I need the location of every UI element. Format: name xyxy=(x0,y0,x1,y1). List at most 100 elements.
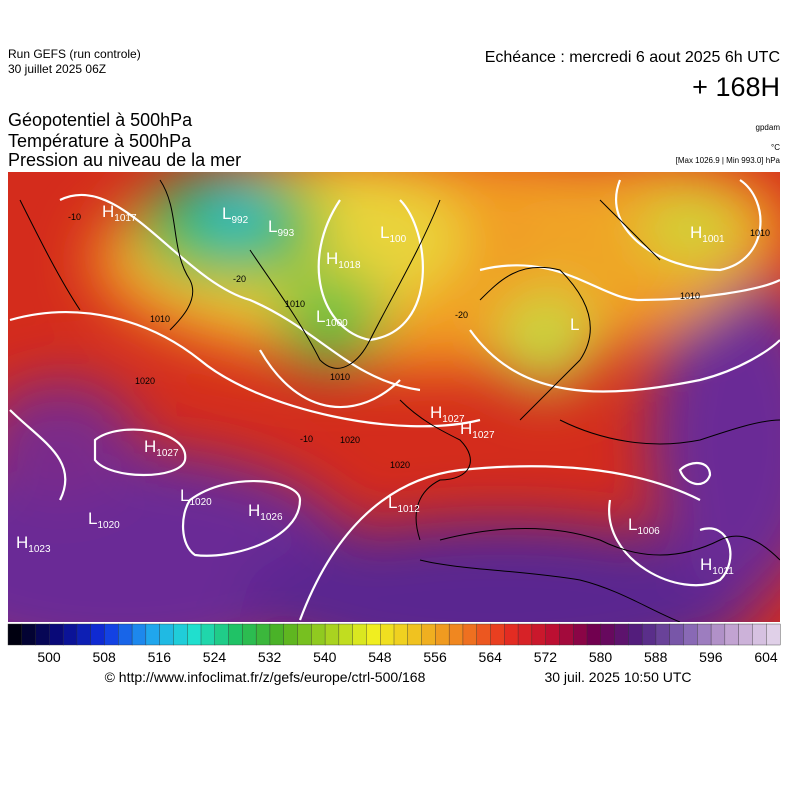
colorbar-cell xyxy=(338,623,354,646)
center-value: 1011 xyxy=(712,566,734,577)
isoline-label: -20 xyxy=(455,310,468,320)
colorbar-cell xyxy=(214,623,230,646)
colorbar-cell xyxy=(228,623,243,646)
colorbar-cell xyxy=(738,623,753,646)
colorbar-cell xyxy=(641,623,657,646)
colorbar-cell xyxy=(62,623,78,646)
colorbar-cell xyxy=(118,623,133,646)
colorbar-cell xyxy=(7,623,23,646)
center-value: 1012 xyxy=(397,504,420,515)
colorbar-cell xyxy=(766,623,781,646)
colorbar-cell xyxy=(421,623,436,646)
center-value: 1027 xyxy=(156,448,179,459)
colorbar-tick-label: 572 xyxy=(534,649,558,665)
colorbar-tick-label: 564 xyxy=(479,649,503,665)
colorbar-cell xyxy=(380,623,395,646)
colorbar-cell xyxy=(21,623,37,646)
colorbar-cell xyxy=(255,623,271,646)
colorbar-cell xyxy=(435,623,450,646)
center-kind: H xyxy=(690,223,702,242)
center-kind: H xyxy=(144,437,156,456)
pressure-center: L1012 xyxy=(388,493,420,515)
colorbar-tick-label: 540 xyxy=(313,649,337,665)
colorbar-cell xyxy=(448,623,464,646)
colorbar-cell xyxy=(49,623,64,646)
colorbar-cell xyxy=(462,623,478,646)
center-kind: L xyxy=(180,486,189,505)
colorbar-cell xyxy=(490,623,505,646)
pressure-center: H1011 xyxy=(700,555,734,577)
center-value: 1006 xyxy=(637,526,660,537)
colorbar-tick-label: 548 xyxy=(368,649,392,665)
colorbar-cell xyxy=(586,623,602,646)
center-kind: H xyxy=(16,533,28,552)
center-value: 1020 xyxy=(97,520,120,531)
pressure-center: H1017 xyxy=(102,202,137,224)
isoline-label: 1010 xyxy=(150,314,170,324)
center-kind: H xyxy=(248,501,260,520)
pressure-center: L992 xyxy=(222,204,249,226)
colorbar-cell xyxy=(710,623,726,646)
unit: °C xyxy=(771,143,780,152)
colorbar-cell xyxy=(504,623,519,646)
center-value: 1018 xyxy=(338,260,361,271)
isoline-label: -20 xyxy=(233,274,246,284)
colorbar: 500 508 516 524 532 540 548 556 564 572 580 588 596 6… xyxy=(7,623,781,665)
center-value: 1023 xyxy=(28,544,51,555)
pressure-center: H1018 xyxy=(326,249,361,271)
center-kind: L xyxy=(570,315,579,334)
colorbar-cell xyxy=(476,623,492,646)
colorbar-tick-label: 524 xyxy=(203,649,227,665)
colorbar-cell xyxy=(76,623,92,646)
colorbar-cell xyxy=(545,623,560,646)
colorbar-tick-label: 500 xyxy=(37,649,61,665)
colorbar-tick-label: 588 xyxy=(644,649,668,665)
center-value: 1001 xyxy=(702,234,725,245)
title: Température à 500hPa xyxy=(8,131,192,151)
isoline-label: 1010 xyxy=(330,372,350,382)
center-value: 1020 xyxy=(189,497,212,508)
pressure-center: L1000 xyxy=(316,307,348,329)
center-value: 1017 xyxy=(114,213,137,224)
title: Pression au niveau de la mer xyxy=(8,150,241,170)
colorbar-tick-label: 596 xyxy=(699,649,723,665)
colorbar-cell xyxy=(628,623,643,646)
colorbar-cell xyxy=(104,623,119,646)
isoline-label: 1010 xyxy=(680,291,700,301)
colorbar-cell xyxy=(724,623,740,646)
colorbar-cell xyxy=(311,623,326,646)
colorbar-cell xyxy=(655,623,671,646)
title: Géopotentiel à 500hPa xyxy=(8,110,193,130)
center-kind: L xyxy=(628,515,637,534)
center-kind: L xyxy=(388,493,397,512)
colorbar-cell xyxy=(35,623,50,646)
colorbar-cell xyxy=(269,623,285,646)
pressure-center: L1006 xyxy=(628,515,660,537)
isoline-label: -10 xyxy=(68,212,81,222)
center-kind: H xyxy=(102,202,114,221)
colorbar-cell xyxy=(366,623,381,646)
center-value: 992 xyxy=(231,215,248,226)
colorbar-tick-label: 556 xyxy=(423,649,447,665)
isoline-label: -10 xyxy=(300,434,313,444)
center-kind: L xyxy=(88,509,97,528)
colorbar-cell xyxy=(614,623,629,646)
pressure-center: L xyxy=(570,315,579,334)
generated: 30 juil. 2025 10:50 UTC xyxy=(544,669,691,685)
unit: [Max 1026.9 | Min 993.0] hPa xyxy=(676,156,781,165)
colorbar-cell xyxy=(697,623,712,646)
center-kind: H xyxy=(700,555,712,574)
colorbar-cell xyxy=(200,623,216,646)
echeance: Echéance : mercredi 6 aout 2025 6h UTC xyxy=(485,49,780,66)
pressure-center: H1023 xyxy=(16,533,51,555)
pressure-center: H1026 xyxy=(248,501,283,523)
center-kind: L xyxy=(380,223,389,242)
colorbar-cell xyxy=(187,623,202,646)
pressure-center: L993 xyxy=(268,217,295,239)
colorbar-cell xyxy=(559,623,574,646)
isoline-label: 1020 xyxy=(340,435,360,445)
pressure-center: L1020 xyxy=(88,509,120,531)
center-kind: H xyxy=(430,403,442,422)
